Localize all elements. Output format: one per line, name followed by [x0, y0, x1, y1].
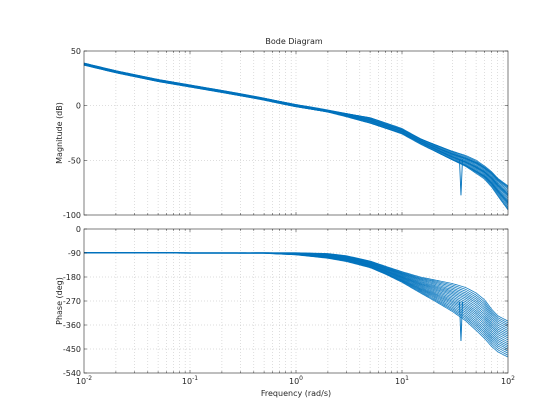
x-tick-label: 10-1 — [182, 375, 198, 386]
magnitude-series — [83, 62, 509, 211]
magnitude-y-tick-label: -100 — [63, 211, 81, 220]
phase-y-tick-label: -90 — [68, 249, 81, 258]
magnitude-ticks: 50 0 -50 -100 — [63, 47, 508, 220]
phase-y-tick-label: 0 — [76, 225, 81, 234]
magnitude-notch-spike — [459, 159, 463, 196]
x-tick-labels: 10-2 10-1 100 101 102 — [76, 375, 515, 386]
magnitude-y-tick-label: 0 — [76, 102, 81, 111]
x-tick-label: 10-2 — [76, 375, 92, 386]
phase-y-tick-label: -450 — [63, 345, 81, 354]
chart-title: Bode Diagram — [265, 37, 322, 46]
phase-ylabel: Phase (deg) — [55, 277, 64, 325]
magnitude-grid — [84, 51, 508, 215]
x-tick-label: 101 — [395, 375, 409, 386]
x-tick-label: 100 — [289, 375, 303, 386]
phase-ticks: 0 -90 -180 -270 -360 -450 -540 — [63, 225, 508, 378]
magnitude-response-curve — [83, 64, 509, 211]
phase-series — [84, 252, 509, 358]
phase-axes: 0 -90 -180 -270 -360 -450 -540 Phase (deg) — [55, 225, 509, 378]
magnitude-y-tick-label: 50 — [71, 47, 81, 56]
magnitude-ylabel: Magnitude (dB) — [55, 102, 64, 164]
magnitude-y-tick-label: -50 — [68, 156, 81, 165]
phase-y-tick-label: -180 — [63, 273, 81, 282]
phase-y-tick-label: -270 — [63, 297, 81, 306]
x-tick-label: 102 — [501, 375, 515, 386]
phase-notch-spike — [459, 301, 463, 342]
x-axis-label: Frequency (rad/s) — [261, 389, 331, 398]
phase-y-tick-label: -540 — [63, 369, 81, 378]
phase-response-curve — [84, 252, 509, 358]
phase-y-tick-label: -360 — [63, 321, 81, 330]
magnitude-axes: 50 0 -50 -100 Magnitude (dB) — [55, 47, 509, 220]
